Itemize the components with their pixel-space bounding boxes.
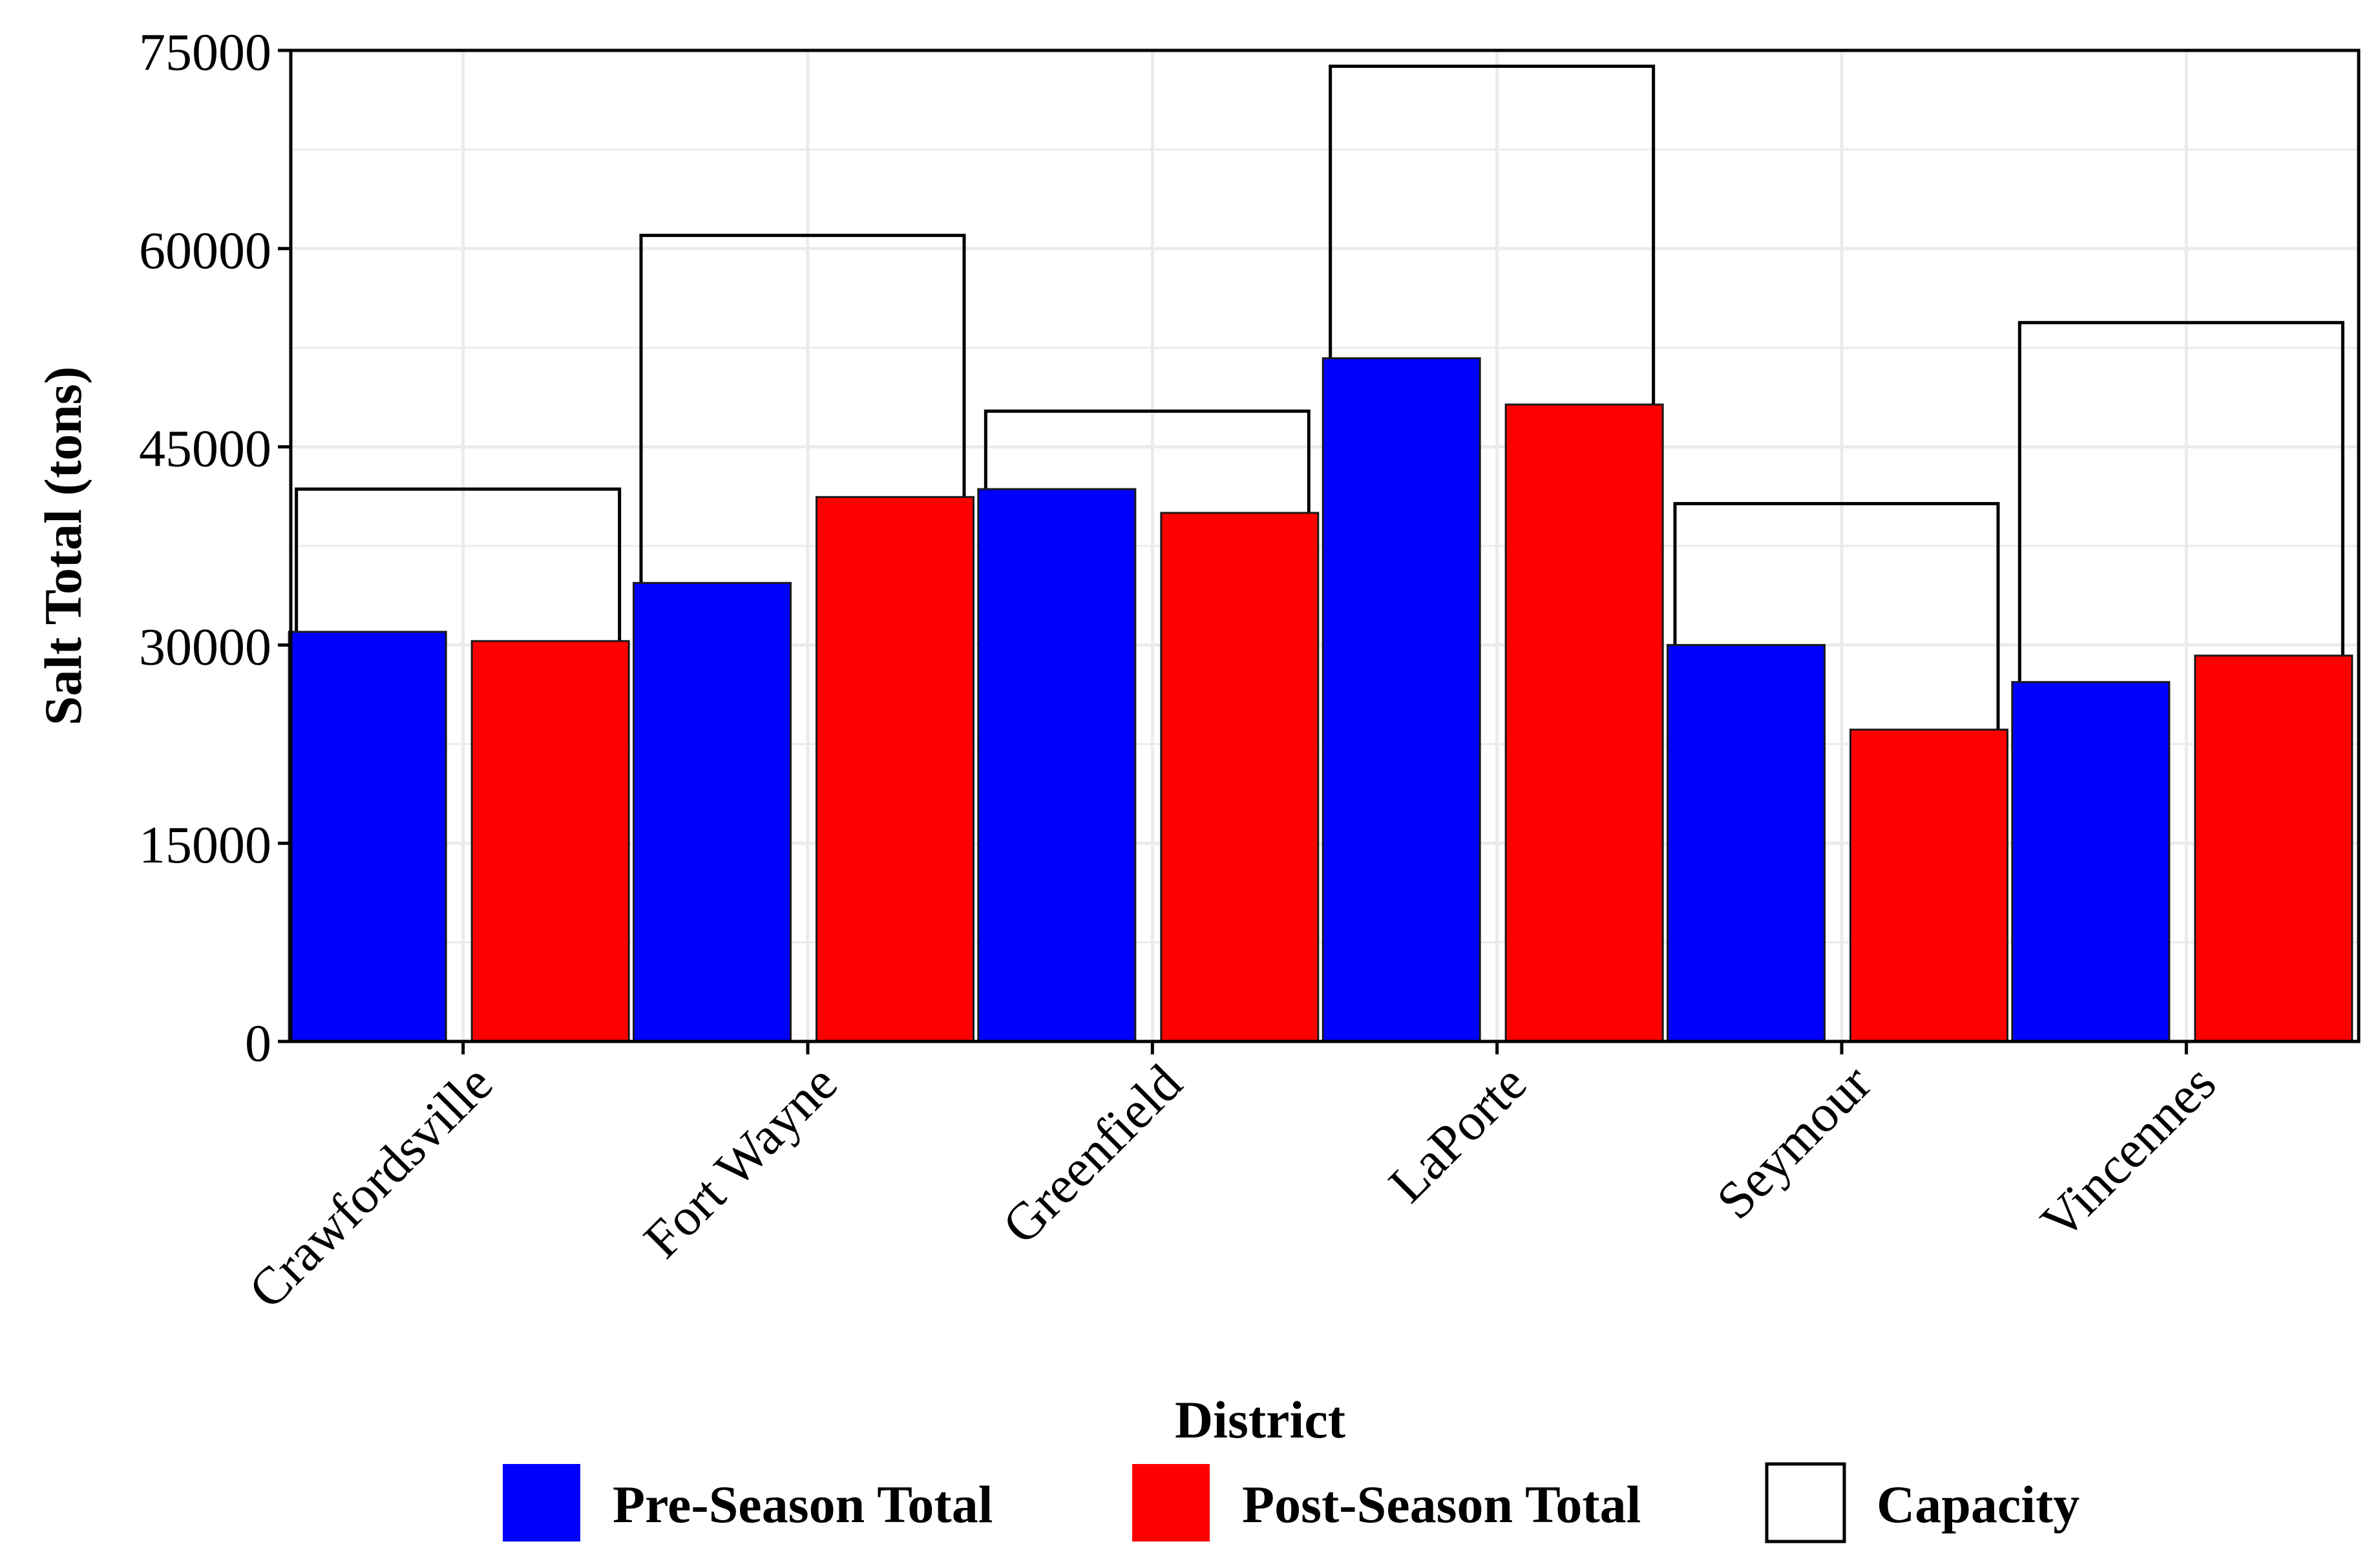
bar-post-season-laporte — [1504, 403, 1664, 1043]
y-tick-label: 15000 — [139, 815, 271, 874]
panel-border — [289, 48, 2361, 1043]
bar-pre-season-crawfordsville — [288, 631, 447, 1043]
bar-post-season-greenfield — [1160, 512, 1320, 1043]
bar-pre-season-vincennes — [2011, 681, 2171, 1043]
legend-label-post-season-total: Post-Season Total — [1242, 1475, 1641, 1534]
bar-post-season-seymour — [1849, 728, 2008, 1043]
bar-pre-season-fort-wayne — [633, 581, 792, 1043]
x-axis-title: District — [1175, 1390, 1345, 1449]
bar-pre-season-laporte — [1322, 357, 1481, 1043]
legend-key-pre-season-total — [503, 1464, 580, 1542]
bar-pre-season-greenfield — [977, 488, 1137, 1043]
y-tick-label: 60000 — [139, 221, 271, 280]
axis-layer — [278, 48, 2361, 1054]
y-tick-label: 45000 — [139, 419, 271, 478]
bar-post-season-crawfordsville — [470, 640, 630, 1043]
bar-post-season-fort-wayne — [816, 496, 974, 1043]
y-tick-label: 75000 — [139, 23, 271, 81]
legend-key-capacity — [1765, 1462, 1846, 1543]
legend-label-capacity: Capacity — [1877, 1475, 2080, 1534]
y-axis-title: Salt Total (tons) — [34, 366, 92, 726]
bar-pre-season-seymour — [1667, 643, 1826, 1043]
bar-post-season-vincennes — [2194, 654, 2354, 1043]
y-tick-label: 30000 — [139, 617, 271, 676]
legend-key-post-season-total — [1132, 1464, 1210, 1542]
legend-layer: Pre-Season Total Post-Season Total Capacit… — [503, 1462, 2080, 1543]
legend-label-pre-season-total: Pre-Season Total — [613, 1475, 993, 1534]
y-tick-label: 0 — [245, 1014, 271, 1072]
bar-layer — [288, 65, 2354, 1043]
